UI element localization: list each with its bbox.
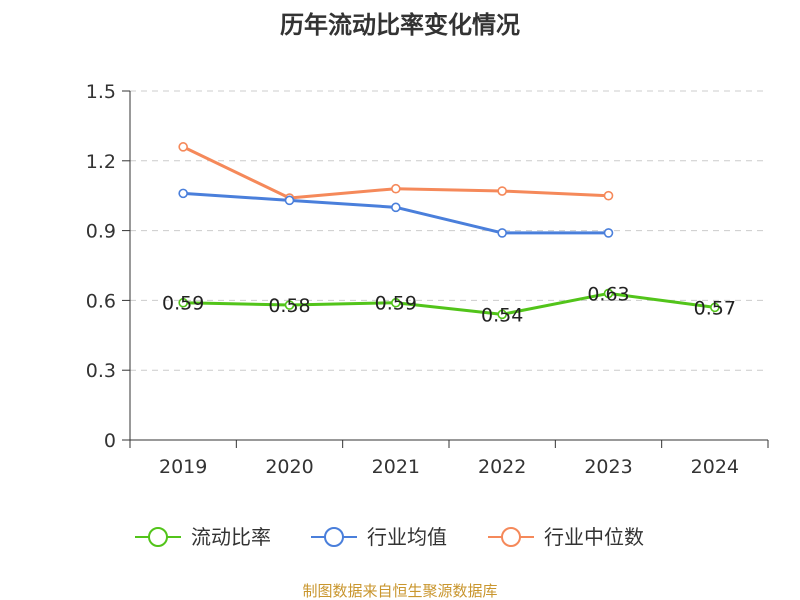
data-point (391, 202, 401, 213)
legend-item[interactable]: 行业均值 (311, 525, 447, 549)
chart-title: 历年流动比率变化情况 (280, 11, 520, 39)
legend-label: 行业均值 (367, 525, 447, 549)
data-point (603, 228, 614, 238)
data-point (497, 309, 507, 320)
data-point (391, 183, 401, 194)
data-label: 0.59 (375, 293, 417, 315)
series-行业均值 (178, 188, 614, 238)
legend-marker (501, 527, 521, 547)
data-label: 0.54 (481, 304, 523, 326)
legend-label: 流动比率 (191, 525, 271, 549)
data-label: 0.58 (268, 295, 310, 317)
data-point (284, 195, 295, 206)
series-lines (178, 142, 720, 320)
x-tick-label: 2020 (265, 456, 313, 478)
y-tick-label: 1.5 (86, 81, 116, 103)
data-label: 0.57 (694, 297, 736, 319)
data-labels: 0.59 0.58 0.59 0.54 0.63 0.57 (162, 283, 736, 326)
x-tick-label: 2024 (691, 456, 739, 478)
series-line (183, 291, 716, 316)
series-流动比率 (178, 288, 720, 320)
data-point (178, 188, 188, 199)
x-tick-label: 2023 (584, 456, 632, 478)
series-行业中位数 (178, 142, 614, 203)
data-label: 0.59 (162, 293, 204, 315)
legend-item[interactable]: 行业中位数 (488, 525, 644, 549)
legend-marker (148, 527, 168, 547)
legend-label: 行业中位数 (544, 525, 644, 549)
grid (130, 90, 768, 371)
data-point (284, 300, 295, 310)
y-tick-label: 0 (104, 430, 116, 452)
x-tick-label: 2021 (372, 456, 420, 478)
data-point (178, 297, 188, 308)
series-line (183, 191, 609, 235)
data-point (391, 297, 401, 308)
legend-item[interactable]: 流动比率 (135, 525, 271, 549)
x-tick-label: 2019 (159, 456, 207, 478)
data-point (603, 288, 614, 299)
x-tick-label: 2022 (478, 456, 526, 478)
data-label: 0.63 (587, 283, 629, 305)
source-text: 制图数据来自恒生聚源数据库 (302, 582, 497, 600)
y-tick-label: 0.9 (86, 221, 116, 243)
y-tick-label: 1.2 (86, 151, 116, 173)
y-tick-label: 0.3 (86, 360, 116, 382)
legend[interactable]: 流动比率 行业均值 行业中位数 (135, 525, 644, 549)
axes: 0 0.3 0.6 0.9 1.2 1.5 2019 2020 2021 2022 2023 2024 (86, 81, 769, 478)
data-point (710, 302, 720, 313)
legend-marker (324, 527, 344, 547)
data-point (603, 190, 614, 201)
data-point (178, 142, 188, 152)
data-point (497, 186, 507, 196)
y-tick-label: 0.6 (86, 290, 116, 312)
data-point (497, 228, 507, 238)
